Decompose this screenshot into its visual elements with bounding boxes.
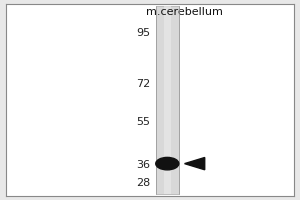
Text: 72: 72	[136, 79, 150, 89]
Polygon shape	[184, 157, 205, 170]
Text: 55: 55	[136, 117, 150, 127]
Text: m.cerebellum: m.cerebellum	[146, 7, 223, 17]
Text: 95: 95	[136, 28, 150, 38]
Bar	[156, 6, 179, 194]
Text: 28: 28	[136, 178, 150, 188]
Text: 36: 36	[136, 160, 150, 170]
Bar	[164, 6, 171, 194]
Ellipse shape	[156, 157, 179, 170]
